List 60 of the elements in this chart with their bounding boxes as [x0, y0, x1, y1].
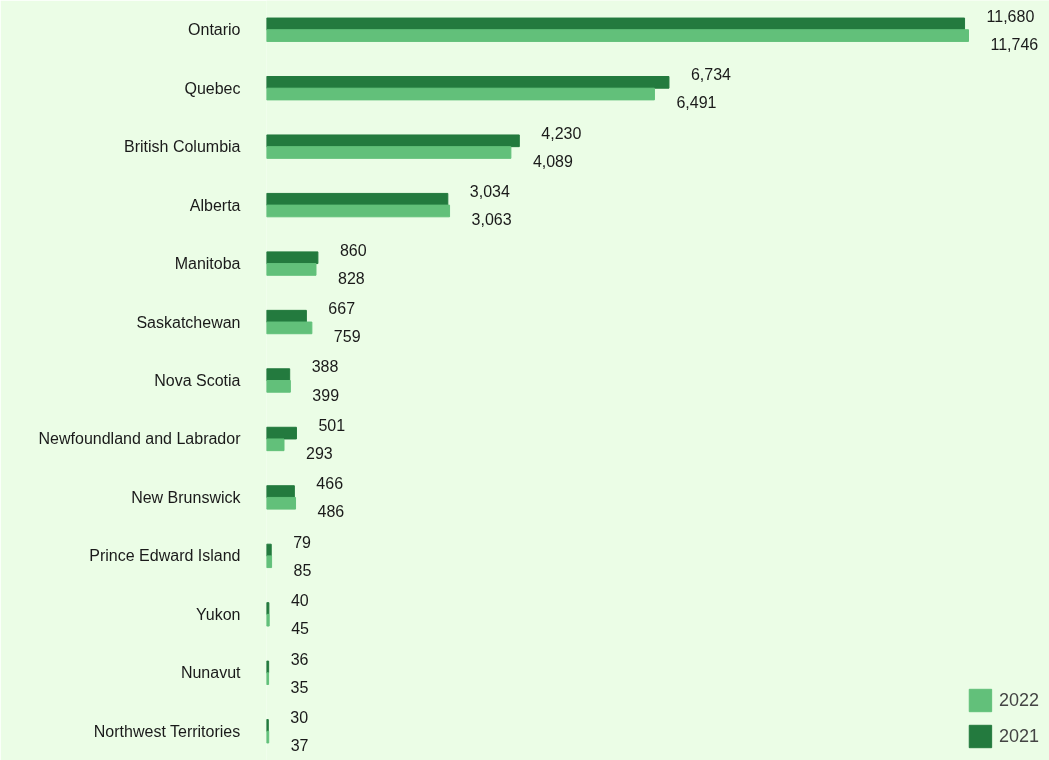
data-label: 828 [337, 269, 365, 287]
bar [266, 426, 297, 440]
data-label: 667 [328, 300, 356, 318]
data-label: 11,746 [990, 35, 1039, 53]
y-tick-label: Yukon [196, 605, 241, 623]
data-label: 79 [293, 533, 312, 551]
y-tick-label: Alberta [189, 196, 241, 214]
y-tick-label: Northwest Territories [93, 722, 241, 740]
bar [266, 17, 966, 31]
data-label: 501 [318, 416, 346, 434]
data-label: 3,063 [471, 211, 512, 229]
legend-label: 2022 [998, 689, 1039, 711]
data-label: 36 [290, 650, 309, 668]
y-tick-label: Ontario [188, 21, 241, 39]
bar [266, 321, 313, 335]
bar [266, 134, 520, 148]
data-label: 85 [293, 561, 312, 579]
legend-label: 2021 [998, 725, 1039, 747]
bar [266, 87, 655, 101]
y-tick-label: Manitoba [174, 255, 241, 273]
y-tick-label: British Columbia [124, 138, 241, 156]
data-label: 4,230 [541, 124, 582, 142]
y-tick-label: Saskatchewan [136, 313, 241, 331]
data-label: 45 [291, 620, 310, 638]
data-label: 40 [290, 592, 309, 610]
data-label: 35 [290, 678, 309, 696]
bar [266, 613, 270, 627]
y-tick-label: Nunavut [180, 664, 242, 682]
data-label: 30 [290, 709, 309, 727]
y-tick-label: Prince Edward Island [89, 547, 241, 565]
y-tick-label: Quebec [184, 79, 241, 97]
bar [266, 485, 295, 498]
data-label: 293 [306, 444, 333, 462]
bar [266, 602, 270, 615]
bar [266, 251, 319, 265]
bar [266, 368, 291, 381]
data-label: 3,034 [469, 183, 510, 201]
y-tick-label: New Brunswick [131, 488, 242, 506]
bar [266, 146, 512, 159]
data-label: 4,089 [532, 152, 574, 170]
bar [266, 380, 291, 393]
bar [266, 555, 273, 569]
bar [266, 204, 451, 218]
data-label: 466 [316, 475, 344, 493]
data-label: 6,734 [690, 66, 732, 84]
bar [266, 496, 297, 510]
data-label: 37 [290, 737, 309, 755]
data-label: 399 [312, 386, 340, 404]
y-tick-label: Nova Scotia [154, 372, 241, 389]
data-label: 860 [339, 241, 367, 259]
data-label: 486 [317, 503, 345, 521]
data-label: 759 [333, 328, 361, 346]
bar [266, 76, 670, 89]
y-tick-label: Newfoundland and Labrador [38, 430, 242, 448]
data-label: 388 [311, 358, 339, 376]
bar [266, 438, 285, 452]
data-label: 11,680 [986, 7, 1035, 25]
bar [266, 263, 317, 276]
data-label: 6,491 [676, 94, 717, 112]
bar [266, 29, 969, 42]
